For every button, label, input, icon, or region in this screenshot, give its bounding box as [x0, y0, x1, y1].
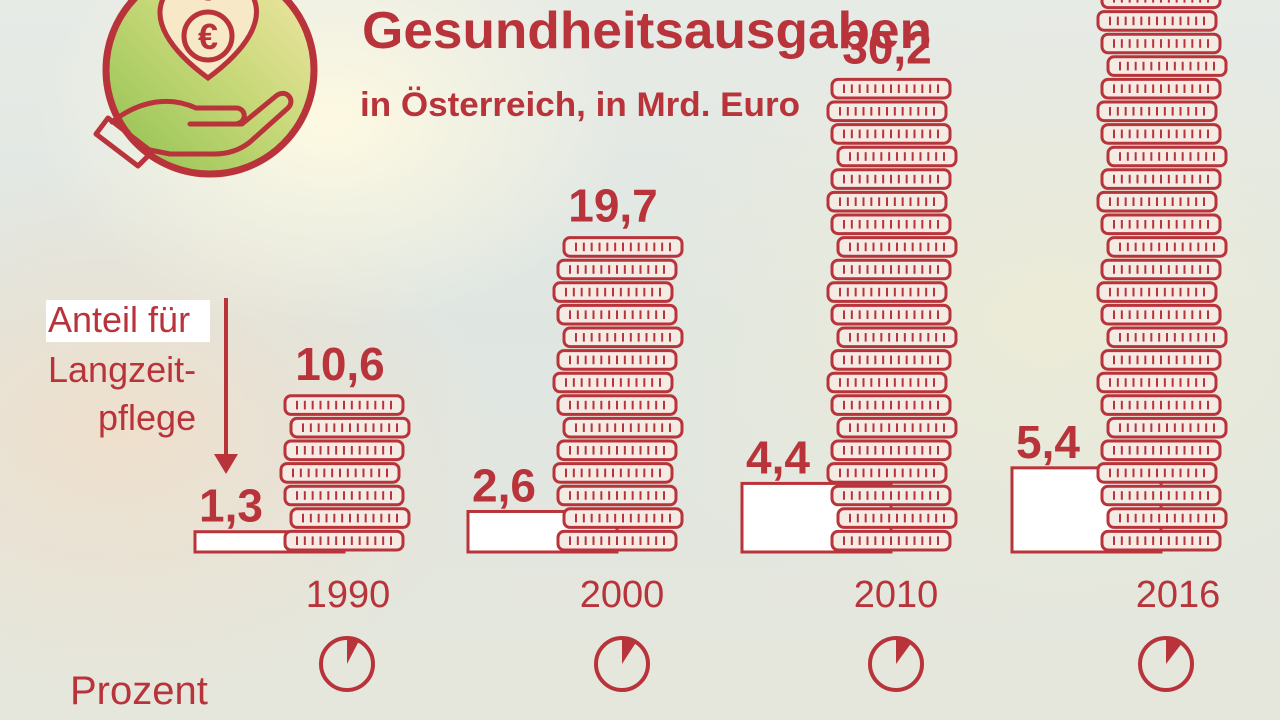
annotation-line-3: pflege	[98, 397, 197, 438]
value-label-total: 30,2	[842, 21, 932, 73]
value-label-care: 5,4	[1016, 416, 1080, 468]
coin	[1100, 0, 1222, 10]
x-tick-label: 2016	[1136, 574, 1221, 616]
chart-subtitle: in Österreich, in Mrd. Euro	[360, 86, 800, 124]
value-label-care: 4,4	[746, 431, 810, 483]
hand-cuff-icon	[93, 115, 155, 169]
annotation-line-2: Langzeit-	[48, 349, 197, 390]
pie-slice	[896, 638, 912, 664]
value-label-total: 10,6	[295, 338, 385, 390]
x-tick-label: 2010	[854, 574, 939, 616]
euro-symbol: €	[198, 16, 218, 57]
pie-slice	[622, 638, 637, 664]
annotation-line-1: Anteil für	[48, 299, 191, 340]
value-label-care: 1,3	[199, 480, 263, 532]
x-tick-label: 2000	[580, 574, 665, 616]
value-label-care: 2,6	[472, 459, 536, 511]
x-tick-label: 1990	[306, 574, 391, 616]
annotation-label-bg	[46, 300, 210, 342]
percent-label: Prozent	[70, 669, 208, 713]
chart-title: Gesundheitsausgaben	[362, 2, 932, 60]
logo: €	[93, 0, 318, 178]
pie-slice	[1166, 638, 1182, 664]
euro-coin-icon	[181, 9, 235, 63]
bars-layer: 10,61,3199019,72,6200030,24,4201036,95,4…	[193, 0, 1228, 692]
pie-slice	[347, 638, 359, 664]
heart-icon	[157, 0, 259, 82]
annotation-arrow-head	[214, 454, 238, 474]
value-label-total: 19,7	[568, 180, 658, 232]
hand-icon	[109, 90, 294, 157]
